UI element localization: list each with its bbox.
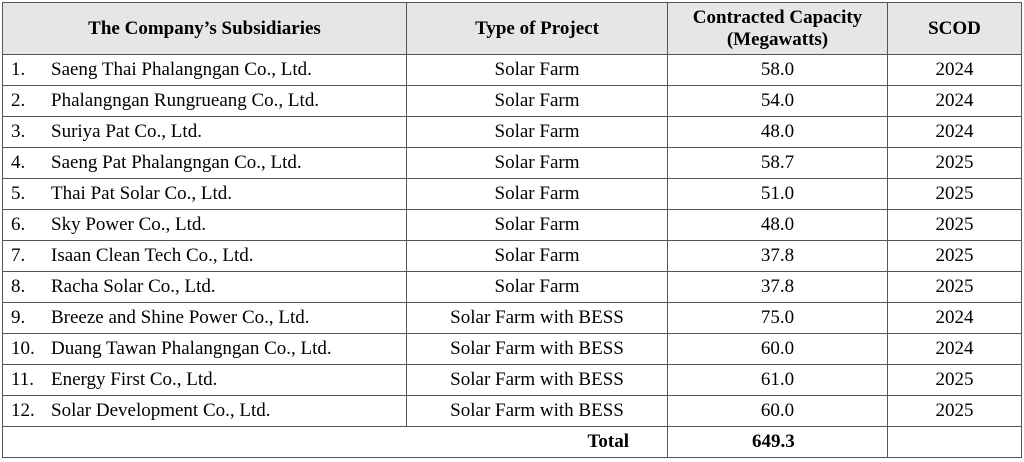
capacity-cell: 51.0 <box>667 178 888 210</box>
subsidiary-cell: 12. Solar Development Co., Ltd. <box>2 395 407 427</box>
total-capacity: 649.3 <box>667 426 888 458</box>
subsidiary-name: Phalangngan Rungrueang Co., Ltd. <box>51 90 320 111</box>
scod-cell: 2024 <box>887 85 1022 117</box>
project-type-cell: Solar Farm <box>406 85 668 117</box>
capacity-cell: 61.0 <box>667 364 888 396</box>
project-type-cell: Solar Farm with BESS <box>406 364 668 396</box>
capacity-cell: 54.0 <box>667 85 888 117</box>
subsidiary-name: Thai Pat Solar Co., Ltd. <box>51 183 233 204</box>
subsidiary-name: Energy First Co., Ltd. <box>51 369 218 390</box>
scod-cell: 2024 <box>887 333 1022 365</box>
total-label: Total <box>2 426 668 458</box>
table-row: 6. Sky Power Co., Ltd. Solar Farm 48.0 2025 <box>2 209 1022 241</box>
capacity-cell: 58.7 <box>667 147 888 179</box>
table-row: 2. Phalangngan Rungrueang Co., Ltd. Solar … <box>2 85 1022 117</box>
project-type-cell: Solar Farm with BESS <box>406 302 668 334</box>
subsidiary-name: Racha Solar Co., Ltd. <box>51 276 216 297</box>
scod-cell: 2024 <box>887 302 1022 334</box>
scod-cell: 2025 <box>887 271 1022 303</box>
subsidiary-cell: 10. Duang Tawan Phalangngan Co., Ltd. <box>2 333 407 365</box>
header-project-type: Type of Project <box>406 2 668 55</box>
subsidiary-cell: 7. Isaan Clean Tech Co., Ltd. <box>2 240 407 272</box>
scod-cell: 2025 <box>887 395 1022 427</box>
subsidiary-name: Saeng Thai Phalangngan Co., Ltd. <box>51 59 312 80</box>
scod-cell: 2025 <box>887 364 1022 396</box>
subsidiary-name: Saeng Pat Phalangngan Co., Ltd. <box>51 152 302 173</box>
scod-cell: 2025 <box>887 209 1022 241</box>
subsidiary-name: Solar Development Co., Ltd. <box>51 400 271 421</box>
table-body: 1. Saeng Thai Phalangngan Co., Ltd. Solar … <box>2 54 1022 427</box>
capacity-cell: 58.0 <box>667 54 888 86</box>
table-row: 10. Duang Tawan Phalangngan Co., Ltd. Sola… <box>2 333 1022 365</box>
table-row: 9. Breeze and Shine Power Co., Ltd. Solar … <box>2 302 1022 334</box>
table-row: 3. Suriya Pat Co., Ltd. Solar Farm 48.0 2024 <box>2 116 1022 148</box>
table-footer: Total 649.3 <box>2 426 1022 458</box>
project-type-cell: Solar Farm <box>406 271 668 303</box>
subsidiary-name: Suriya Pat Co., Ltd. <box>51 121 202 142</box>
table-header: The Company’s Subsidiaries Type of Proje… <box>2 2 1022 55</box>
header-capacity-line2: (Megawatts) <box>726 28 829 50</box>
table-row: 8. Racha Solar Co., Ltd. Solar Farm 37.8 202… <box>2 271 1022 303</box>
header-scod: SCOD <box>887 2 1022 55</box>
subsidiary-cell: 6. Sky Power Co., Ltd. <box>2 209 407 241</box>
subsidiary-cell: 8. Racha Solar Co., Ltd. <box>2 271 407 303</box>
subsidiary-cell: 4. Saeng Pat Phalangngan Co., Ltd. <box>2 147 407 179</box>
header-subsidiaries: The Company’s Subsidiaries <box>2 2 407 55</box>
subsidiary-cell: 9. Breeze and Shine Power Co., Ltd. <box>2 302 407 334</box>
subsidiary-name: Sky Power Co., Ltd. <box>51 214 207 235</box>
row-number: 1. <box>11 59 26 80</box>
total-scod-empty <box>887 426 1022 458</box>
row-number: 4. <box>11 152 26 173</box>
row-number: 3. <box>11 121 26 142</box>
subsidiary-cell: 2. Phalangngan Rungrueang Co., Ltd. <box>2 85 407 117</box>
project-type-cell: Solar Farm <box>406 54 668 86</box>
total-row: Total 649.3 <box>2 426 1022 458</box>
subsidiary-name: Breeze and Shine Power Co., Ltd. <box>51 307 310 328</box>
subsidiary-cell: 11. Energy First Co., Ltd. <box>2 364 407 396</box>
table-row: 5. Thai Pat Solar Co., Ltd. Solar Farm 51.0… <box>2 178 1022 210</box>
subsidiary-cell: 1. Saeng Thai Phalangngan Co., Ltd. <box>2 54 407 86</box>
project-type-cell: Solar Farm <box>406 209 668 241</box>
scod-cell: 2024 <box>887 116 1022 148</box>
scod-cell: 2025 <box>887 147 1022 179</box>
header-capacity-line1: Contracted Capacity <box>692 6 863 28</box>
capacity-cell: 37.8 <box>667 240 888 272</box>
row-number: 7. <box>11 245 26 266</box>
header-row: The Company’s Subsidiaries Type of Proje… <box>2 2 1022 55</box>
project-type-cell: Solar Farm <box>406 240 668 272</box>
table-row: 1. Saeng Thai Phalangngan Co., Ltd. Solar … <box>2 54 1022 86</box>
table-row: 7. Isaan Clean Tech Co., Ltd. Solar Farm 37… <box>2 240 1022 272</box>
capacity-cell: 48.0 <box>667 116 888 148</box>
row-number: 5. <box>11 183 26 204</box>
subsidiary-name: Duang Tawan Phalangngan Co., Ltd. <box>51 338 332 359</box>
subsidiary-cell: 3. Suriya Pat Co., Ltd. <box>2 116 407 148</box>
project-type-cell: Solar Farm with BESS <box>406 333 668 365</box>
row-number: 8. <box>11 276 26 297</box>
row-number: 11. <box>11 369 35 390</box>
scod-cell: 2025 <box>887 178 1022 210</box>
row-number: 6. <box>11 214 26 235</box>
capacity-cell: 60.0 <box>667 395 888 427</box>
project-type-cell: Solar Farm <box>406 147 668 179</box>
capacity-cell: 48.0 <box>667 209 888 241</box>
table-row: 11. Energy First Co., Ltd. Solar Farm with… <box>2 364 1022 396</box>
capacity-cell: 60.0 <box>667 333 888 365</box>
row-number: 9. <box>11 307 26 328</box>
table-row: 12. Solar Development Co., Ltd. Solar Farm… <box>2 395 1022 427</box>
row-number: 2. <box>11 90 26 111</box>
row-number: 10. <box>11 338 35 359</box>
capacity-cell: 37.8 <box>667 271 888 303</box>
subsidiary-cell: 5. Thai Pat Solar Co., Ltd. <box>2 178 407 210</box>
row-number: 12. <box>11 400 35 421</box>
subsidiary-name: Isaan Clean Tech Co., Ltd. <box>51 245 254 266</box>
capacity-cell: 75.0 <box>667 302 888 334</box>
scod-cell: 2024 <box>887 54 1022 86</box>
project-type-cell: Solar Farm <box>406 178 668 210</box>
table-row: 4. Saeng Pat Phalangngan Co., Ltd. Solar F… <box>2 147 1022 179</box>
project-type-cell: Solar Farm <box>406 116 668 148</box>
project-type-cell: Solar Farm with BESS <box>406 395 668 427</box>
scod-cell: 2025 <box>887 240 1022 272</box>
header-capacity: Contracted Capacity (Megawatts) <box>667 2 888 55</box>
